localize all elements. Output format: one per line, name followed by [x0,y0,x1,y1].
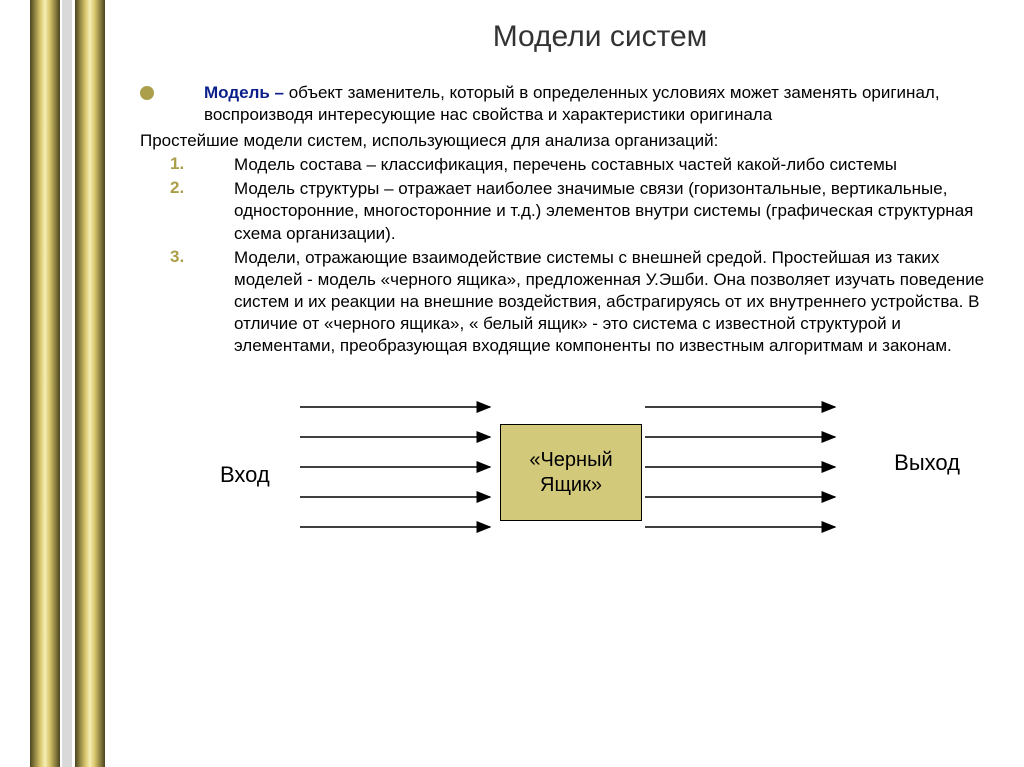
list-body-1: Модель состава – классификация, перечень… [234,154,897,176]
decorative-column-shadow [62,0,72,767]
black-box-diagram: Вход Выход «Черный Ящик» [200,392,1000,572]
list-number-2: 2. [140,178,234,198]
input-label: Вход [220,462,270,488]
plain-line: Простейшие модели систем, использующиеся… [140,130,1000,152]
list-body-3: Модели, отражающие взаимодействие систем… [234,247,1000,357]
input-arrows [300,397,500,547]
intro-bold: Модель – [204,83,289,102]
item3-green: модель «черного ящика», [318,270,526,289]
decorative-column-right [75,0,105,767]
decorative-column-left [30,0,60,767]
slide-content: Модели систем Модель – объект заменитель… [140,20,1000,572]
black-box: «Черный Ящик» [500,424,642,521]
list-number-1: 1. [140,154,234,174]
slide-title: Модели систем [200,20,1000,54]
bullet-intro: Модель – объект заменитель, который в оп… [140,82,1000,126]
bullet-dot-icon [140,86,154,100]
list-item-3: 3. Модели, отражающие взаимодействие сис… [140,247,1000,357]
list-body-2: Модель структуры – отражает наиболее зна… [234,178,1000,244]
box-label: «Черный Ящик» [501,448,641,498]
list-item-1: 1. Модель состава – классификация, переч… [140,154,1000,176]
intro-rest: объект заменитель, который в определенны… [204,83,940,124]
item2-lead: Модель структуры [234,179,379,198]
list-item-2: 2. Модель структуры – отражает наиболее … [140,178,1000,244]
item3-lead: Модели, отражающие взаимодействие систем… [234,248,762,267]
item1-lead: Модель состава [234,155,362,174]
intro-text: Модель – объект заменитель, который в оп… [204,82,1000,126]
item1-rest: – классификация, перечень составных част… [362,155,897,174]
output-label: Выход [894,450,960,476]
output-arrows [645,397,845,547]
list-number-3: 3. [140,247,234,267]
